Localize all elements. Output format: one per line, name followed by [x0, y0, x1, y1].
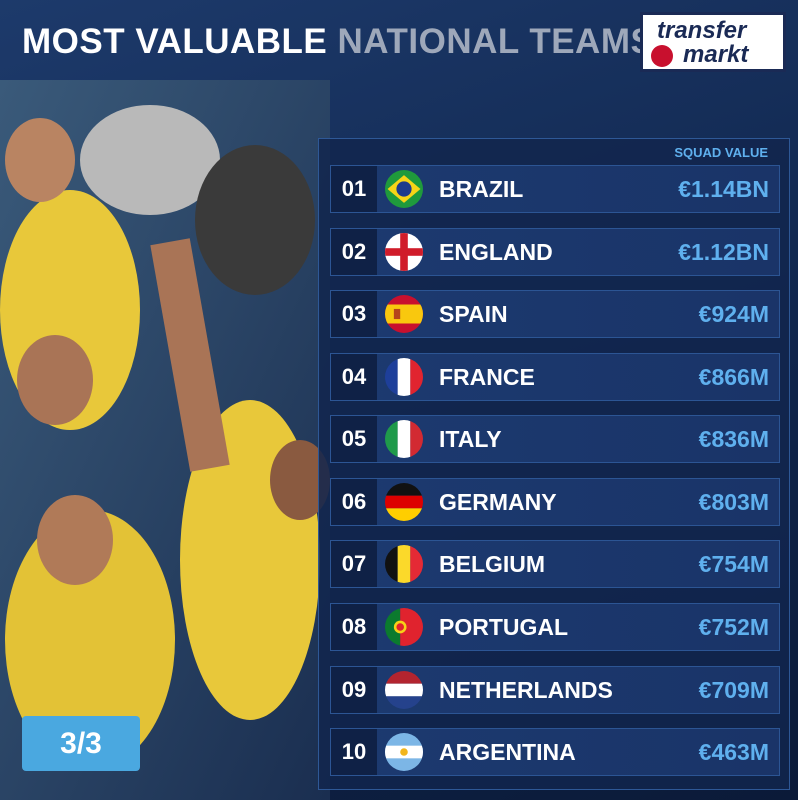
flag [385, 233, 423, 271]
rank: 05 [331, 416, 377, 462]
country: PORTUGAL [439, 614, 569, 640]
rank: 01 [331, 166, 377, 212]
country: SPAIN [439, 301, 508, 327]
country: ARGENTINA [439, 739, 576, 765]
rank: 09 [331, 667, 377, 713]
flag [385, 483, 423, 521]
page-indicator: 3/3 [22, 716, 140, 771]
rank: 10 [331, 729, 377, 775]
table-row: 07 BELGIUM €754M [330, 540, 780, 588]
country: GERMANY [439, 489, 557, 515]
table-row: 09 NETHERLANDS €709M [330, 666, 780, 714]
squad-value: €709M [698, 677, 769, 703]
table-row: 05 ITALY €836M [330, 415, 780, 463]
table-row: 03 SPAIN €924M [330, 290, 780, 338]
title-main: MOST VALUABLE [22, 22, 328, 61]
rank: 03 [331, 291, 377, 337]
squad-value: €836M [698, 426, 769, 452]
rank: 08 [331, 604, 377, 650]
squad-value: €1.14BN [678, 176, 769, 202]
title: MOST VALUABLE NATIONAL TEAMS [22, 22, 654, 62]
logo: transfer markt [640, 12, 786, 72]
squad-value: €866M [698, 364, 769, 390]
rank: 06 [331, 479, 377, 525]
table-row: 02 ENGLAND €1.12BN [330, 228, 780, 276]
table-row: 10 ARGENTINA €463M [330, 728, 780, 776]
table-row: 08 PORTUGAL €752M [330, 603, 780, 651]
country: ENGLAND [439, 239, 553, 265]
logo-icon [651, 45, 673, 67]
rank: 02 [331, 229, 377, 275]
squad-value: €752M [698, 614, 769, 640]
country: BRAZIL [439, 176, 524, 202]
flag [385, 545, 423, 583]
flag [385, 420, 423, 458]
rank: 04 [331, 354, 377, 400]
country: FRANCE [439, 364, 535, 390]
flag [385, 358, 423, 396]
country: NETHERLANDS [439, 677, 613, 703]
logo-text: transfer [657, 17, 747, 44]
flag [385, 170, 423, 208]
table-row: 06 GERMANY €803M [330, 478, 780, 526]
team-photo [0, 80, 330, 800]
squad-value: €803M [698, 489, 769, 515]
country: BELGIUM [439, 551, 546, 577]
flag [385, 608, 423, 646]
squad-value: €463M [698, 739, 769, 765]
squad-value: €754M [698, 551, 769, 577]
table-row: 01 BRAZIL €1.14BN [330, 165, 780, 213]
title-accent: NATIONAL TEAMS [337, 22, 655, 61]
flag [385, 733, 423, 771]
country: ITALY [439, 426, 502, 452]
logo-text: markt [683, 41, 749, 68]
squad-value: €924M [698, 301, 769, 327]
squad-value: €1.12BN [678, 239, 769, 265]
table-row: 04 FRANCE €866M [330, 353, 780, 401]
flag [385, 671, 423, 709]
column-header: SQUAD VALUE [674, 145, 768, 160]
rank: 07 [331, 541, 377, 587]
flag [385, 295, 423, 333]
